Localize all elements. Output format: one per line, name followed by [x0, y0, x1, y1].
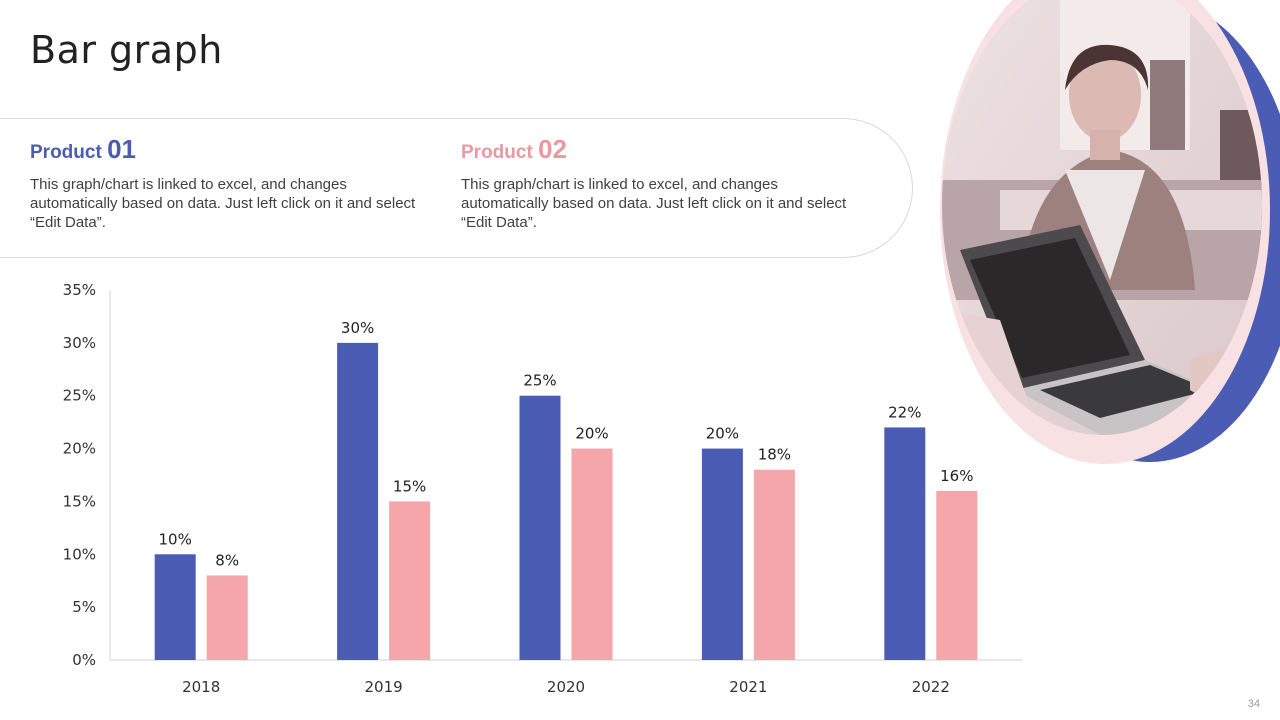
x-tick-label: 2019: [365, 678, 403, 696]
product-02-heading: Product 02: [461, 134, 861, 165]
bar-product-01-2018: [154, 554, 196, 660]
product-01-number: 01: [107, 134, 136, 164]
product-01-label: Product: [30, 142, 102, 163]
y-tick-label: 5%: [72, 598, 96, 616]
y-tick-label: 35%: [63, 281, 96, 299]
y-tick-label: 10%: [63, 545, 96, 563]
bar-product-02-2020: [571, 448, 613, 660]
data-label: 22%: [888, 403, 921, 421]
data-label: 16%: [940, 467, 973, 485]
bar-product-02-2021: [753, 469, 795, 660]
data-label: 20%: [706, 425, 739, 443]
product-01-block: Product 01 This graph/chart is linked to…: [30, 134, 430, 232]
bar-chart: 0% 5% 10% 15% 20% 25% 30% 35% 2018 10% 8% 2019 30% 15…: [63, 281, 1022, 696]
bar-product-01-2020: [519, 395, 561, 660]
office-photo-illustration: [940, 0, 1280, 464]
product-01-description: This graph/chart is linked to excel, and…: [30, 176, 416, 231]
bar-product-01-2021: [701, 448, 743, 660]
product-02-label: Product: [461, 142, 533, 163]
bar-product-02-2018: [206, 575, 248, 660]
data-label: 15%: [393, 477, 426, 495]
product-02-number: 02: [538, 134, 567, 164]
product-info-panel: [0, 118, 913, 258]
x-tick-label: 2021: [729, 678, 767, 696]
y-tick-label: 0%: [72, 651, 96, 669]
data-label: 18%: [758, 446, 791, 464]
bar-product-02-2022: [936, 490, 978, 660]
bar-product-01-2019: [337, 342, 379, 660]
x-tick-label: 2022: [912, 678, 950, 696]
slide-title: Bar graph: [30, 28, 223, 72]
product-02-block: Product 02 This graph/chart is linked to…: [461, 134, 861, 232]
office-photo: [940, 0, 1280, 465]
data-label: 20%: [575, 425, 608, 443]
product-02-description: This graph/chart is linked to excel, and…: [461, 176, 847, 231]
data-label: 25%: [523, 372, 556, 390]
x-tick-label: 2020: [547, 678, 585, 696]
data-label: 30%: [341, 319, 374, 337]
y-tick-label: 30%: [63, 334, 96, 352]
y-tick-label: 15%: [63, 492, 96, 510]
data-label: 10%: [159, 530, 192, 548]
x-tick-label: 2018: [182, 678, 220, 696]
y-tick-label: 20%: [63, 440, 96, 458]
y-tick-label: 25%: [63, 387, 96, 405]
bar-product-01-2022: [884, 427, 926, 660]
data-label: 8%: [215, 551, 239, 569]
product-01-heading: Product 01: [30, 134, 430, 165]
page-number: 34: [1247, 698, 1260, 710]
bar-product-02-2019: [389, 501, 431, 660]
